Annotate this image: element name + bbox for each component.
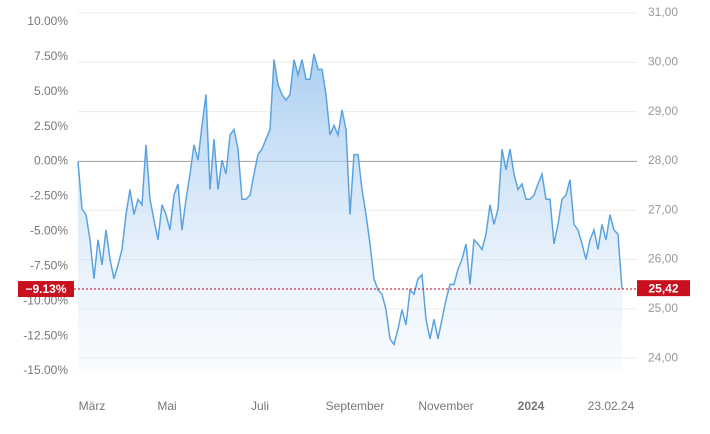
area-fill — [78, 54, 622, 371]
current-badge — [18, 281, 74, 298]
y2-tick-label: 26,00 — [648, 252, 678, 266]
x-tick-label: März — [79, 399, 106, 413]
x-tick-label: 23.02.24 — [588, 399, 635, 413]
y-tick-label: 2.50% — [34, 119, 68, 133]
y2-tick-label: 25,00 — [648, 301, 678, 315]
current-label: −9.13% — [25, 282, 66, 296]
current-badge — [637, 280, 690, 297]
y-tick-label: -7.50% — [30, 258, 68, 272]
y2-tick-label: 31,00 — [648, 5, 678, 19]
x-tick-label: Juli — [251, 399, 269, 413]
y-tick-label: -15.00% — [23, 363, 68, 377]
y2-tick-label: 24,00 — [648, 350, 678, 364]
x-tick-label: September — [326, 399, 385, 413]
x-tick-label: 2024 — [518, 399, 545, 413]
y-tick-label: 5.00% — [34, 84, 68, 98]
x-tick-label: November — [418, 399, 473, 413]
y2-tick-label: 27,00 — [648, 202, 678, 216]
y-tick-label: 7.50% — [34, 49, 68, 63]
y2-tick-label: 30,00 — [648, 54, 678, 68]
y-tick-label: 10.00% — [27, 14, 68, 28]
y-tick-label: -12.50% — [23, 328, 68, 342]
y2-tick-label: 28,00 — [648, 153, 678, 167]
y-tick-label: 0.00% — [34, 154, 68, 168]
current-label: 25,42 — [648, 281, 678, 295]
x-tick-label: Mai — [157, 399, 176, 413]
y-tick-label: -5.00% — [30, 224, 68, 238]
price-line — [77, 53, 623, 347]
y-tick-label: -2.50% — [30, 189, 68, 203]
y2-tick-label: 29,00 — [648, 104, 678, 118]
